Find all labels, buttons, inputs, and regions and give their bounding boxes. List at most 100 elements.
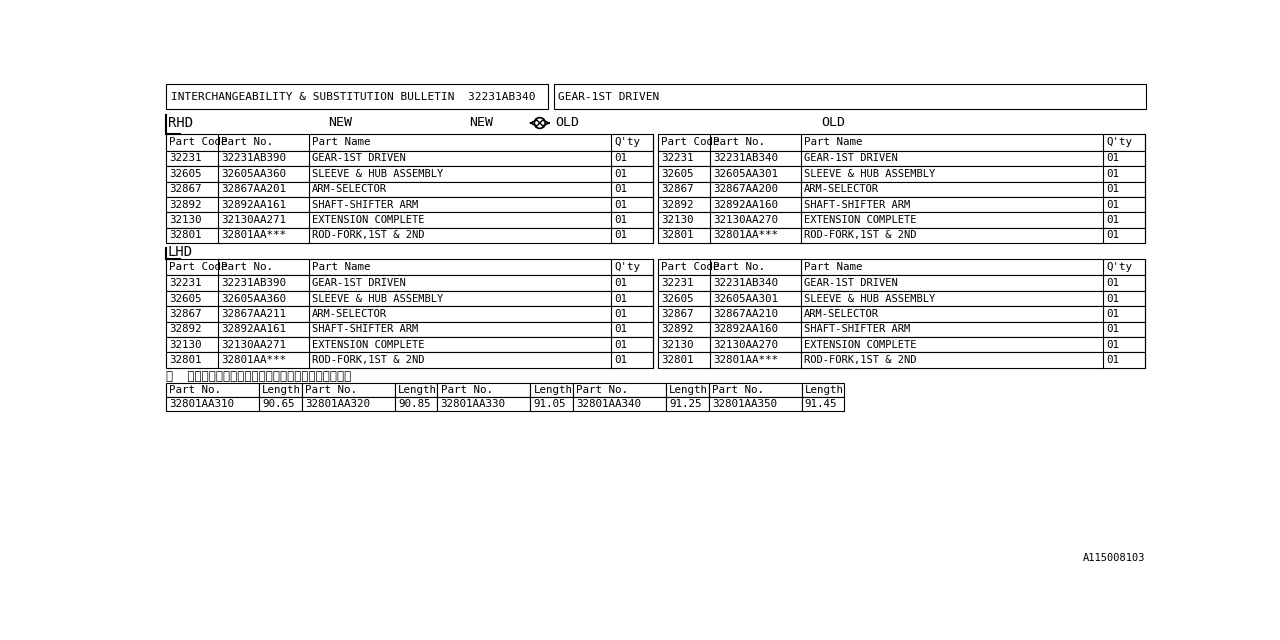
Text: Q'ty: Q'ty — [1106, 137, 1133, 147]
Text: EXTENSION COMPLETE: EXTENSION COMPLETE — [312, 340, 425, 349]
Text: 32801: 32801 — [169, 230, 202, 241]
Bar — [166, 259, 653, 275]
Text: 32892AA160: 32892AA160 — [713, 200, 778, 210]
Bar — [530, 397, 573, 411]
Text: ROD-FORK,1ST & 2ND: ROD-FORK,1ST & 2ND — [312, 355, 425, 365]
Text: 32130AA271: 32130AA271 — [221, 215, 287, 225]
Text: 90.85: 90.85 — [398, 399, 430, 409]
Text: 01: 01 — [614, 215, 627, 225]
Text: 32605AA301: 32605AA301 — [713, 169, 778, 179]
Text: 32231AB390: 32231AB390 — [221, 278, 287, 288]
Text: 01: 01 — [1106, 294, 1119, 303]
Text: Part Name: Part Name — [312, 137, 370, 147]
Text: 32801AA330: 32801AA330 — [440, 399, 506, 409]
Bar — [658, 197, 1146, 212]
Bar — [658, 291, 1146, 307]
Text: 32231: 32231 — [662, 278, 694, 288]
Text: SLEEVE & HUB ASSEMBLY: SLEEVE & HUB ASSEMBLY — [804, 294, 936, 303]
Text: 32605AA301: 32605AA301 — [713, 294, 778, 303]
Text: ARM-SELECTOR: ARM-SELECTOR — [312, 309, 387, 319]
Bar — [438, 383, 530, 397]
Text: 32867AA201: 32867AA201 — [221, 184, 287, 194]
Text: NEW: NEW — [470, 116, 493, 129]
Text: ARM-SELECTOR: ARM-SELECTOR — [804, 309, 879, 319]
Bar — [801, 383, 845, 397]
Bar — [259, 383, 302, 397]
Text: 32605: 32605 — [662, 294, 694, 303]
Bar — [658, 228, 1146, 243]
Text: Part No.: Part No. — [713, 137, 765, 147]
Bar — [658, 150, 1146, 166]
Text: ARM-SELECTOR: ARM-SELECTOR — [804, 184, 879, 194]
Bar — [166, 337, 653, 353]
Text: Part Code: Part Code — [169, 262, 228, 272]
Bar — [658, 322, 1146, 337]
Text: 32130: 32130 — [662, 340, 694, 349]
Text: GEAR-1ST DRIVEN: GEAR-1ST DRIVEN — [804, 154, 897, 163]
Text: EXTENSION COMPLETE: EXTENSION COMPLETE — [804, 215, 916, 225]
Text: 32801AA***: 32801AA*** — [221, 355, 287, 365]
Bar — [658, 337, 1146, 353]
Text: 32801AA***: 32801AA*** — [713, 230, 778, 241]
Text: 01: 01 — [614, 154, 627, 163]
Text: 32801AA***: 32801AA*** — [713, 355, 778, 365]
Text: 32867AA211: 32867AA211 — [221, 309, 287, 319]
Text: 32605AA360: 32605AA360 — [221, 169, 287, 179]
Bar — [166, 197, 653, 212]
Bar — [658, 275, 1146, 291]
Text: ROD-FORK,1ST & 2ND: ROD-FORK,1ST & 2ND — [804, 355, 916, 365]
Bar — [166, 397, 259, 411]
Text: Q'ty: Q'ty — [614, 262, 640, 272]
Text: 01: 01 — [1106, 215, 1119, 225]
Bar — [259, 397, 302, 411]
Text: 01: 01 — [1106, 200, 1119, 210]
Text: 32605AA360: 32605AA360 — [221, 294, 287, 303]
Text: 32605: 32605 — [662, 169, 694, 179]
Bar — [658, 259, 1146, 275]
Bar — [166, 182, 653, 197]
Text: 01: 01 — [614, 309, 627, 319]
Text: 32867: 32867 — [662, 309, 694, 319]
Text: Q'ty: Q'ty — [614, 137, 640, 147]
Text: SHAFT-SHIFTER ARM: SHAFT-SHIFTER ARM — [312, 324, 419, 334]
Text: 32231: 32231 — [169, 278, 202, 288]
Text: 32867: 32867 — [662, 184, 694, 194]
Bar — [166, 322, 653, 337]
Text: SHAFT-SHIFTER ARM: SHAFT-SHIFTER ARM — [312, 200, 419, 210]
Text: EXTENSION COMPLETE: EXTENSION COMPLETE — [312, 215, 425, 225]
Bar — [658, 353, 1146, 368]
Text: Length: Length — [398, 385, 436, 395]
Text: 32867: 32867 — [169, 184, 202, 194]
Text: 32867AA210: 32867AA210 — [713, 309, 778, 319]
Text: 32892: 32892 — [662, 324, 694, 334]
Text: GEAR-1ST DRIVEN: GEAR-1ST DRIVEN — [312, 154, 406, 163]
Text: GEAR-1ST DRIVEN: GEAR-1ST DRIVEN — [312, 278, 406, 288]
Bar — [302, 397, 394, 411]
Text: 32801: 32801 — [662, 230, 694, 241]
Text: Part Code: Part Code — [169, 137, 228, 147]
Bar — [573, 397, 666, 411]
Text: RHD: RHD — [168, 116, 193, 130]
Bar — [658, 212, 1146, 228]
Text: LHD: LHD — [168, 244, 193, 259]
Text: OLD: OLD — [556, 116, 580, 129]
Bar — [166, 84, 548, 109]
Text: Part No.: Part No. — [221, 137, 273, 147]
Text: 32892: 32892 — [662, 200, 694, 210]
Bar — [166, 353, 653, 368]
Text: Part No.: Part No. — [305, 385, 357, 395]
Text: 32605: 32605 — [169, 169, 202, 179]
Text: Part No.: Part No. — [169, 385, 221, 395]
Text: OLD: OLD — [822, 116, 846, 129]
Text: 32130AA271: 32130AA271 — [221, 340, 287, 349]
Text: 32892AA161: 32892AA161 — [221, 200, 287, 210]
Bar — [166, 150, 653, 166]
Text: Length: Length — [534, 385, 572, 395]
Text: Part Name: Part Name — [312, 262, 370, 272]
Text: Length: Length — [669, 385, 708, 395]
Text: 32801: 32801 — [169, 355, 202, 365]
Text: 01: 01 — [1106, 154, 1119, 163]
Text: 32801AA340: 32801AA340 — [576, 399, 641, 409]
Text: GEAR-1ST DRIVEN: GEAR-1ST DRIVEN — [804, 278, 897, 288]
Text: Part Name: Part Name — [804, 262, 863, 272]
